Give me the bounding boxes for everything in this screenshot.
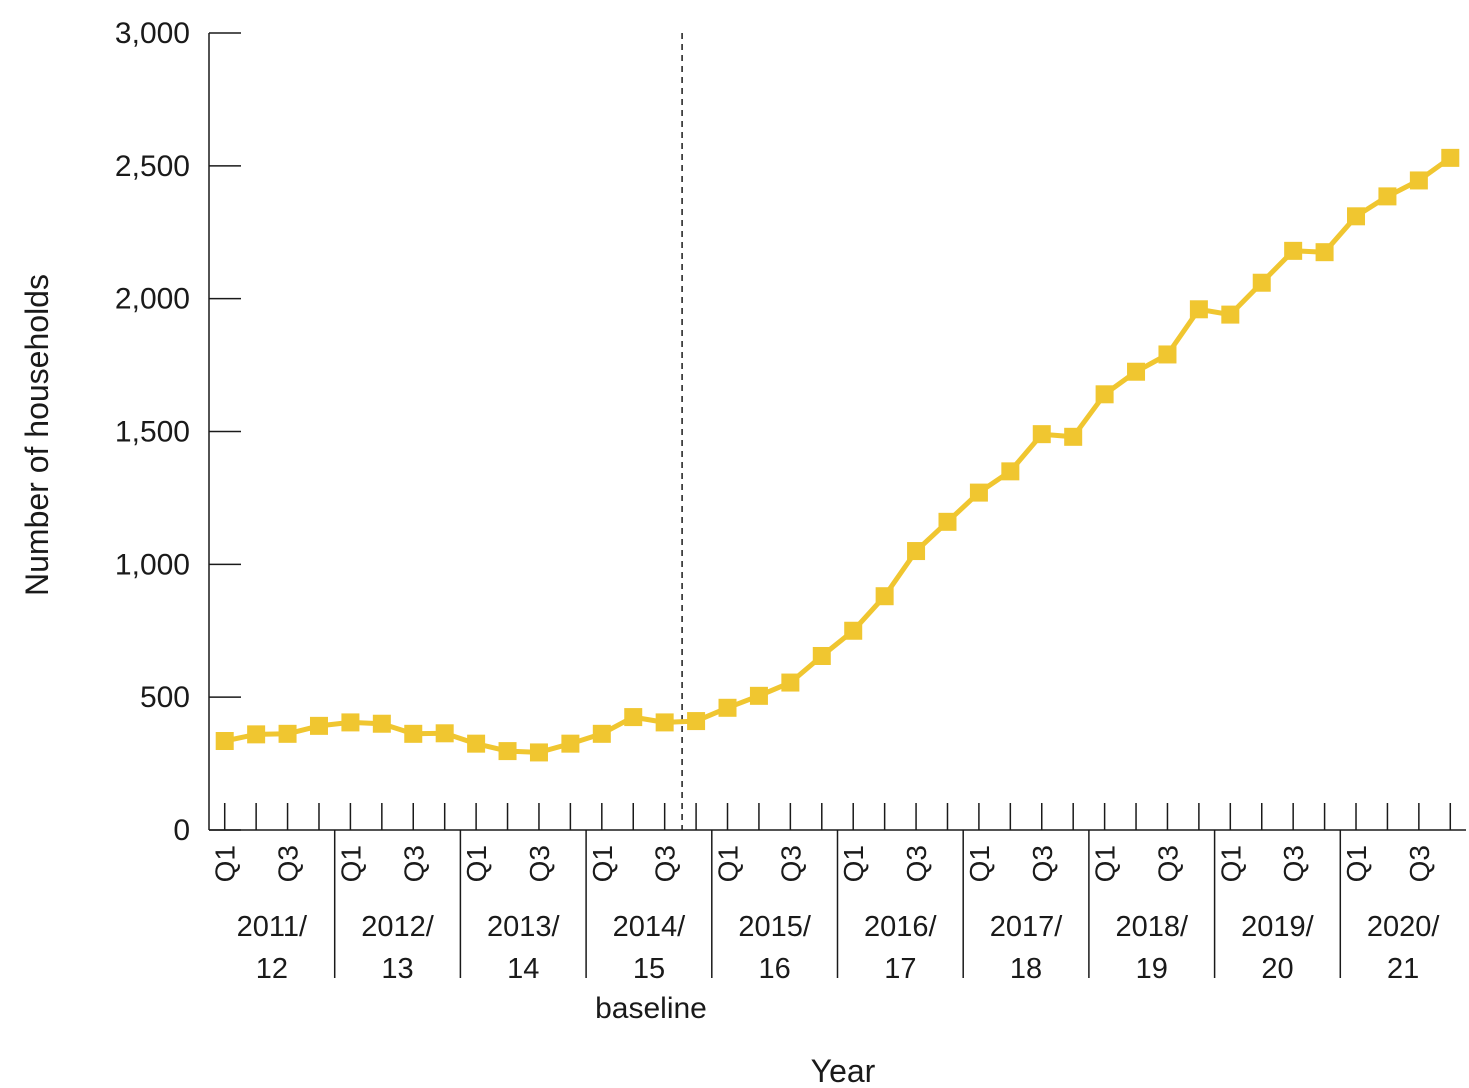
data-point bbox=[404, 724, 423, 743]
year-label: 12 bbox=[256, 953, 288, 985]
year-label: 2020/ bbox=[1367, 911, 1441, 943]
data-point bbox=[372, 714, 391, 733]
y-tick-label: 2,500 bbox=[115, 150, 190, 183]
quarter-label: Q1 bbox=[587, 845, 618, 882]
y-tick-label: 2,000 bbox=[115, 283, 190, 316]
data-point bbox=[907, 542, 926, 561]
data-point bbox=[1189, 300, 1208, 319]
data-point bbox=[1409, 171, 1428, 190]
y-axis-title: Number of households bbox=[19, 274, 55, 596]
data-point bbox=[624, 708, 643, 727]
year-label: 21 bbox=[1387, 953, 1419, 985]
quarter-label: Q3 bbox=[273, 845, 304, 882]
data-point bbox=[1284, 241, 1303, 260]
year-label: 2014/ bbox=[613, 911, 687, 943]
data-point bbox=[1252, 273, 1271, 292]
data-point bbox=[529, 743, 548, 762]
data-point bbox=[875, 587, 894, 606]
data-point bbox=[1001, 462, 1020, 481]
data-point bbox=[498, 742, 517, 761]
year-label: 19 bbox=[1136, 953, 1168, 985]
data-point bbox=[592, 724, 611, 743]
data-point bbox=[278, 724, 297, 743]
y-tick-label: 1,500 bbox=[115, 416, 190, 449]
quarter-label: Q1 bbox=[838, 845, 869, 882]
year-label: 18 bbox=[1010, 953, 1042, 985]
quarter-label: Q3 bbox=[1152, 845, 1183, 882]
data-point bbox=[1032, 425, 1051, 444]
data-point bbox=[341, 713, 360, 732]
quarter-label: Q3 bbox=[1404, 845, 1435, 882]
quarter-label: Q1 bbox=[461, 845, 492, 882]
quarter-label: Q1 bbox=[713, 845, 744, 882]
y-tick-label: 0 bbox=[173, 814, 190, 847]
data-point bbox=[215, 732, 234, 751]
y-tick-label: 1,000 bbox=[115, 548, 190, 581]
data-point bbox=[812, 646, 831, 665]
data-point bbox=[1064, 427, 1083, 446]
data-point bbox=[561, 734, 580, 753]
year-label: 2018/ bbox=[1115, 911, 1189, 943]
quarter-label: Q1 bbox=[1090, 845, 1121, 882]
quarter-label: Q3 bbox=[524, 845, 555, 882]
series-line bbox=[222, 155, 1453, 755]
data-point bbox=[1221, 305, 1240, 324]
year-label: 2016/ bbox=[864, 911, 938, 943]
data-point bbox=[655, 713, 674, 732]
quarter-label: Q3 bbox=[1278, 845, 1309, 882]
baseline-annotation: baseline bbox=[595, 992, 707, 1025]
series-group bbox=[215, 148, 1460, 762]
data-point bbox=[1315, 243, 1334, 262]
data-point bbox=[467, 734, 486, 753]
year-label: 20 bbox=[1261, 953, 1293, 985]
axes bbox=[208, 33, 1466, 831]
year-label: 2011/ bbox=[237, 911, 308, 943]
data-point bbox=[1347, 207, 1366, 226]
data-point bbox=[247, 725, 266, 744]
data-point bbox=[435, 724, 454, 743]
y-tick-label: 500 bbox=[140, 681, 190, 714]
year-label: 17 bbox=[884, 953, 916, 985]
year-label: 16 bbox=[759, 953, 791, 985]
year-label: 2017/ bbox=[990, 911, 1064, 943]
data-point bbox=[1378, 187, 1397, 206]
data-point bbox=[309, 716, 328, 735]
year-label: 14 bbox=[507, 953, 539, 985]
x-axis-title: Year bbox=[811, 1053, 876, 1088]
year-label: 2015/ bbox=[738, 911, 812, 943]
quarter-label: Q1 bbox=[1341, 845, 1372, 882]
data-point bbox=[718, 698, 737, 717]
y-tick-label: 3,000 bbox=[115, 17, 190, 50]
quarter-label: Q3 bbox=[398, 845, 429, 882]
quarter-label: Q3 bbox=[901, 845, 932, 882]
data-point bbox=[844, 621, 863, 640]
quarter-label: Q1 bbox=[210, 845, 241, 882]
data-point bbox=[1127, 362, 1146, 381]
quarter-label: Q3 bbox=[1027, 845, 1058, 882]
data-point bbox=[1441, 148, 1460, 167]
data-point bbox=[749, 686, 768, 705]
quarter-label: Q1 bbox=[964, 845, 995, 882]
quarter-label: Q1 bbox=[1215, 845, 1246, 882]
data-point bbox=[969, 483, 988, 502]
year-label: 2012/ bbox=[361, 911, 435, 943]
quarter-label: Q1 bbox=[335, 845, 366, 882]
quarter-label: Q3 bbox=[775, 845, 806, 882]
data-point bbox=[938, 512, 957, 531]
year-label: 2019/ bbox=[1241, 911, 1315, 943]
year-label: 2013/ bbox=[487, 911, 561, 943]
quarter-label: Q3 bbox=[650, 845, 681, 882]
year-label: 13 bbox=[381, 953, 413, 985]
data-point bbox=[781, 673, 800, 692]
data-point bbox=[687, 712, 706, 731]
data-point bbox=[1095, 385, 1114, 404]
y-axis-ticks: 0 500 1,000 1,500 2,000 2,500 3,000 bbox=[115, 17, 241, 847]
year-label: 15 bbox=[633, 953, 665, 985]
data-point bbox=[1158, 345, 1177, 364]
